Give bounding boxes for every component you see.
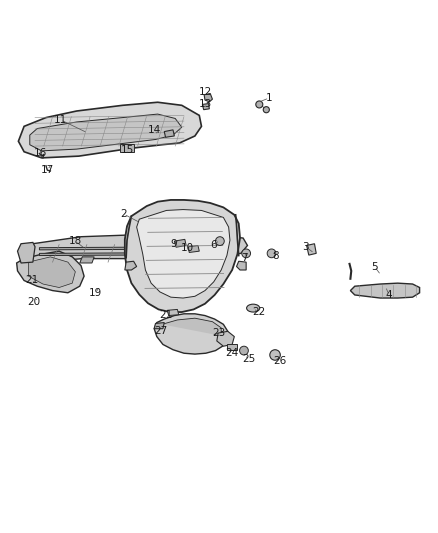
Text: 11: 11 (54, 115, 67, 125)
Polygon shape (174, 239, 186, 247)
Polygon shape (125, 261, 137, 270)
Circle shape (215, 237, 224, 246)
Text: 21: 21 (25, 274, 38, 285)
Polygon shape (167, 310, 179, 316)
Text: 19: 19 (89, 288, 102, 298)
Text: 23: 23 (212, 328, 226, 338)
Text: 15: 15 (121, 146, 134, 156)
Polygon shape (39, 247, 210, 250)
Bar (120, 144, 134, 152)
Polygon shape (188, 246, 199, 253)
Polygon shape (80, 257, 94, 263)
Text: 16: 16 (34, 148, 47, 158)
Text: 25: 25 (242, 354, 255, 365)
Circle shape (240, 346, 248, 355)
Text: 10: 10 (181, 243, 194, 253)
Circle shape (270, 350, 280, 360)
Polygon shape (28, 257, 75, 287)
Polygon shape (39, 253, 210, 255)
Polygon shape (18, 102, 201, 158)
Text: 20: 20 (28, 296, 41, 306)
Circle shape (263, 107, 269, 113)
Text: 27: 27 (155, 326, 168, 336)
Text: 1: 1 (266, 93, 273, 103)
Text: 6: 6 (210, 240, 217, 249)
Text: 18: 18 (69, 236, 82, 246)
Polygon shape (17, 251, 84, 293)
Polygon shape (237, 261, 246, 270)
Polygon shape (162, 318, 221, 334)
Polygon shape (350, 283, 420, 298)
Polygon shape (18, 243, 35, 263)
Polygon shape (137, 209, 230, 298)
Text: 26: 26 (273, 356, 286, 366)
Polygon shape (217, 332, 234, 346)
Text: 21: 21 (159, 310, 172, 320)
Polygon shape (204, 93, 212, 102)
Polygon shape (154, 322, 164, 329)
Polygon shape (30, 235, 247, 262)
Polygon shape (307, 244, 316, 255)
Text: 17: 17 (41, 165, 54, 175)
Polygon shape (164, 130, 174, 138)
Text: 5: 5 (371, 262, 378, 271)
Text: 3: 3 (302, 242, 309, 252)
Polygon shape (202, 103, 209, 110)
Circle shape (267, 249, 276, 258)
Text: 14: 14 (148, 125, 161, 135)
Circle shape (242, 249, 251, 258)
Ellipse shape (247, 304, 260, 312)
Text: 2: 2 (120, 209, 127, 219)
Text: 24: 24 (226, 348, 239, 358)
Polygon shape (125, 200, 240, 312)
Bar (227, 344, 237, 350)
Text: 4: 4 (385, 290, 392, 300)
Circle shape (256, 101, 263, 108)
Text: 22: 22 (252, 308, 265, 318)
Polygon shape (30, 114, 182, 151)
Text: 7: 7 (241, 253, 248, 263)
Text: 12: 12 (198, 87, 212, 97)
Text: 9: 9 (170, 239, 177, 249)
Text: 13: 13 (199, 99, 212, 109)
Polygon shape (154, 314, 228, 354)
Text: 8: 8 (272, 251, 279, 261)
